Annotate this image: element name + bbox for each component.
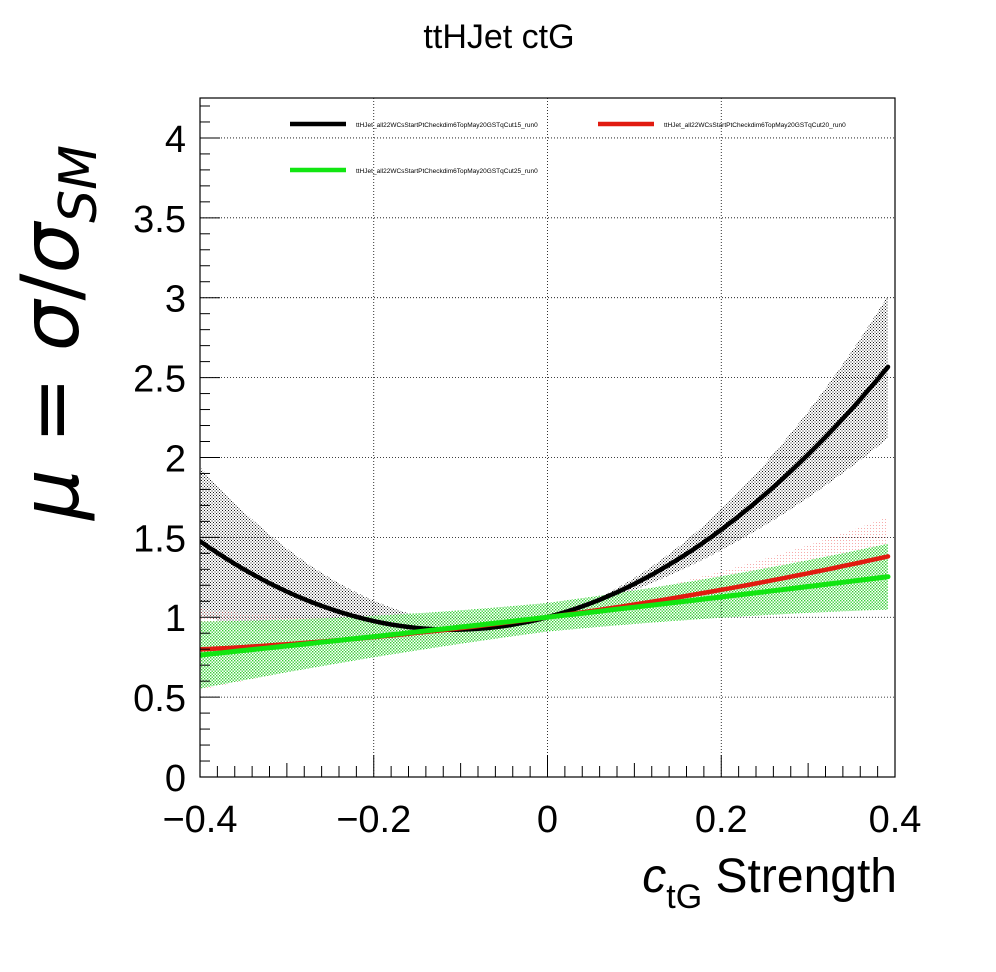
series-lines xyxy=(200,364,891,658)
x-axis-label: ctG Strength xyxy=(642,850,897,916)
x-tick-label: 0.2 xyxy=(695,799,748,841)
uncertainty-bands xyxy=(200,295,888,690)
line-series-3 xyxy=(200,574,891,658)
x-tick-label: −0.2 xyxy=(336,799,411,841)
y-tick-label: 2.5 xyxy=(133,359,186,401)
x-axis-label-rest: Strength xyxy=(702,850,897,903)
legend-label-3: ttHJet_all22WCsStartPtCheckdim6TopMay20G… xyxy=(356,168,538,175)
x-axis-label-sub: tG xyxy=(666,878,702,916)
y-tick-label: 1 xyxy=(165,598,186,640)
y-tick-label: 2 xyxy=(165,438,186,480)
band-series-1 xyxy=(200,295,888,642)
x-tick-labels: −0.4 −0.2 0 0.2 0.4 xyxy=(162,799,921,841)
y-tick-label: 3 xyxy=(165,279,186,321)
y-tick-label: 4 xyxy=(165,119,186,161)
x-tick-label: −0.4 xyxy=(162,799,237,841)
legend-label-2: ttHJet_all22WCsStartPtCheckdim6TopMay20G… xyxy=(664,122,846,129)
y-axis-label-slash: / xyxy=(4,274,97,301)
legend-label-1: ttHJet_all22WCsStartPtCheckdim6TopMay20G… xyxy=(356,122,538,129)
y-axis-label-eq: = xyxy=(4,351,97,469)
y-tick-label: 1.5 xyxy=(133,518,186,560)
y-axis-label: μ = σ/σSM xyxy=(4,145,109,522)
y-tick-label: 0.5 xyxy=(133,678,186,720)
x-tick-label: 0 xyxy=(537,799,558,841)
y-axis-label-sigma: σ xyxy=(4,298,97,351)
y-tick-label: 0 xyxy=(165,758,186,800)
y-tick-labels: 0 0.5 1 1.5 2 2.5 3 3.5 4 xyxy=(133,119,186,800)
y-axis-label-mu: μ xyxy=(4,469,97,522)
axis-ticks xyxy=(199,105,896,778)
y-tick-label: 3.5 xyxy=(133,199,186,241)
x-axis-label-main: c xyxy=(642,850,666,903)
legend: ttHJet_all22WCsStartPtCheckdim6TopMay20G… xyxy=(290,121,846,175)
chart-title: ttHJet ctG xyxy=(423,18,574,56)
y-axis-label-sigma2: σ xyxy=(4,221,97,274)
y-axis-label-sub: SM xyxy=(49,145,109,223)
x-tick-label: 0.4 xyxy=(869,799,922,841)
